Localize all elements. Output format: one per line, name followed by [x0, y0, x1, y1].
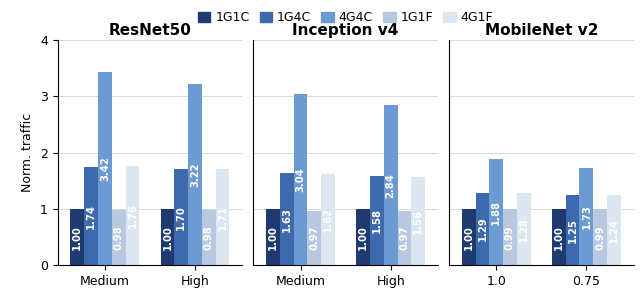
Text: 1.88: 1.88: [491, 200, 501, 225]
Text: 3.22: 3.22: [190, 162, 200, 187]
Text: 1.76: 1.76: [127, 203, 138, 228]
Text: 0.99: 0.99: [595, 225, 605, 250]
Bar: [216, 169, 230, 265]
Bar: [579, 168, 593, 265]
Text: 0.99: 0.99: [505, 225, 515, 250]
Text: 1.71: 1.71: [218, 205, 228, 230]
Bar: [397, 211, 412, 265]
Text: 0.98: 0.98: [114, 225, 124, 250]
Bar: [188, 84, 202, 265]
Bar: [412, 177, 425, 265]
Bar: [461, 209, 476, 265]
Bar: [370, 176, 384, 265]
Text: 3.04: 3.04: [296, 167, 305, 192]
Text: 0.97: 0.97: [309, 226, 319, 250]
Text: 1.58: 1.58: [372, 208, 382, 233]
Bar: [84, 167, 98, 265]
Bar: [490, 159, 503, 265]
Title: ResNet50: ResNet50: [108, 23, 191, 38]
Bar: [476, 192, 490, 265]
Text: 1.00: 1.00: [463, 225, 474, 249]
Bar: [566, 195, 579, 265]
Text: 3.42: 3.42: [100, 156, 110, 181]
Bar: [125, 166, 140, 265]
Text: 1.70: 1.70: [176, 205, 186, 230]
Text: 1.62: 1.62: [323, 207, 333, 232]
Bar: [321, 174, 335, 265]
Text: 0.97: 0.97: [399, 226, 410, 250]
Bar: [70, 209, 84, 265]
Bar: [384, 105, 397, 265]
Text: 1.00: 1.00: [554, 225, 564, 249]
Text: 1.00: 1.00: [163, 225, 172, 249]
Bar: [161, 209, 174, 265]
Text: 1.28: 1.28: [519, 217, 529, 242]
Bar: [503, 210, 517, 265]
Text: 2.84: 2.84: [386, 173, 396, 198]
Text: 1.56: 1.56: [413, 209, 423, 234]
Bar: [307, 211, 321, 265]
Text: 1.00: 1.00: [268, 225, 278, 249]
Text: 1.73: 1.73: [581, 204, 591, 229]
Text: 0.98: 0.98: [204, 225, 214, 250]
Text: 1.25: 1.25: [568, 218, 577, 242]
Text: 1.24: 1.24: [609, 218, 619, 243]
Text: 1.74: 1.74: [86, 204, 96, 229]
Bar: [112, 210, 125, 265]
Bar: [280, 173, 294, 265]
Bar: [552, 209, 566, 265]
Bar: [266, 209, 280, 265]
Legend: 1G1C, 1G4C, 4G4C, 1G1F, 4G1F: 1G1C, 1G4C, 4G4C, 1G1F, 4G1F: [193, 6, 499, 29]
Bar: [98, 72, 112, 265]
Bar: [294, 94, 307, 265]
Bar: [202, 210, 216, 265]
Title: Inception v4: Inception v4: [292, 23, 399, 38]
Text: 1.29: 1.29: [477, 217, 488, 241]
Bar: [607, 196, 621, 265]
Bar: [593, 210, 607, 265]
Y-axis label: Norm. traffic: Norm. traffic: [21, 113, 35, 192]
Bar: [356, 209, 370, 265]
Text: 1.00: 1.00: [72, 225, 82, 249]
Bar: [174, 170, 188, 265]
Title: MobileNet v2: MobileNet v2: [484, 23, 598, 38]
Text: 1.63: 1.63: [282, 207, 292, 232]
Text: 1.00: 1.00: [358, 225, 368, 249]
Bar: [517, 193, 531, 265]
